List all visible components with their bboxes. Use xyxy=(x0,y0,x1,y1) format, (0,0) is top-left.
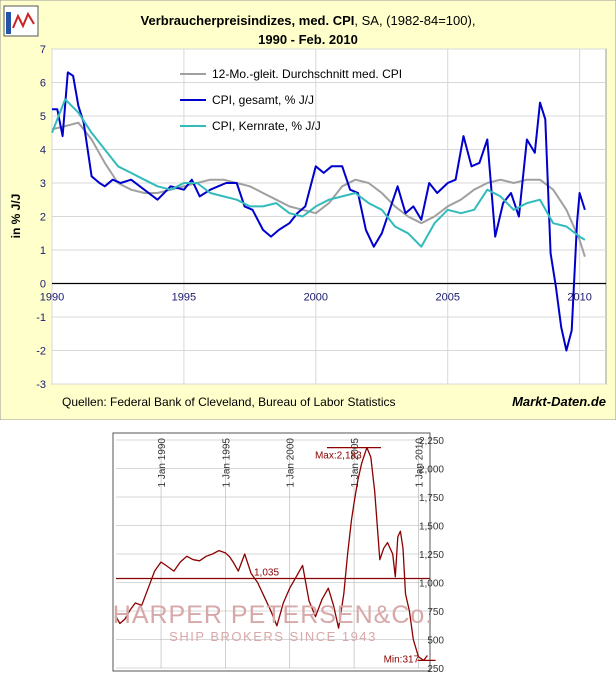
max-label: Max:2,183 xyxy=(315,451,362,462)
legend-label: CPI, Kernrate, % J/J xyxy=(212,119,321,133)
series-lines xyxy=(51,71,586,352)
logo-icon xyxy=(3,5,39,37)
x-tick-label: 1990 xyxy=(40,292,64,304)
brand-label: Markt-Daten.de xyxy=(512,394,606,409)
reference-line-label: 1,035 xyxy=(254,568,279,579)
y-tick-labels: 7 6 5 4 3 2 1 0 -1 -2 -3 xyxy=(36,44,46,391)
y-tick-label: 0 xyxy=(40,279,46,291)
y-tick-label: 3 xyxy=(40,178,46,190)
y-axis-label: in % J/J xyxy=(9,194,23,239)
y-tick-label: -3 xyxy=(36,379,46,391)
watermark-company: HARPER PETERSEN&Co. xyxy=(113,601,433,629)
y-tick-label: 1,000 xyxy=(419,579,444,590)
y-tick-label: -1 xyxy=(36,312,46,324)
y-tick-label: 5 xyxy=(40,111,46,123)
y-tick-label: 1,250 xyxy=(419,550,444,561)
y-tick-label: 6 xyxy=(40,78,46,90)
y-tick-label: 750 xyxy=(427,607,444,618)
chart-title-suffix: , SA, (1982-84=100), xyxy=(354,13,475,28)
y-tick-label: -2 xyxy=(36,346,46,358)
y-tick-label: 1 xyxy=(40,245,46,257)
y-tick-label: 7 xyxy=(40,44,46,56)
x-tick-label: 1 Jan 1995 xyxy=(221,438,232,488)
y-tick-label: 500 xyxy=(427,636,444,647)
y-tick-label: 1,500 xyxy=(419,522,444,533)
y-tick-label: 2 xyxy=(40,212,46,224)
x-tick-label: 2000 xyxy=(304,292,328,304)
series-lines xyxy=(115,446,428,662)
y-tick-label: 1,750 xyxy=(419,493,444,504)
x-tick-labels: 1990 1995 2000 2005 2010 xyxy=(40,292,592,304)
y-tick-label: 2,000 xyxy=(419,465,444,476)
source-note: Quellen: Federal Bank of Cleveland, Bure… xyxy=(62,395,396,409)
shipping-index-chart: 1 Jan 1990 1 Jan 1995 1 Jan 2000 1 Jan 2005… xyxy=(108,428,448,676)
x-tick-label: 2010 xyxy=(567,292,591,304)
series-line-median-avg xyxy=(51,121,586,258)
chart2-frame xyxy=(112,432,431,672)
watermark-tagline: SHIP BROKERS SINCE 1943 xyxy=(169,629,377,644)
legend: 12-Mo.-gleit. Durchschnitt med. CPI CPI, … xyxy=(180,67,402,133)
series-line-cpi-core xyxy=(51,98,586,248)
legend-label: CPI, gesamt, % J/J xyxy=(212,93,314,107)
y-tick-label: 2,250 xyxy=(419,436,444,447)
x-tick-label: 1 Jan 2010 xyxy=(414,438,425,488)
cpi-chart: Verbraucherpreisindizes, med. CPI, SA, (… xyxy=(0,0,616,420)
y-tick-label: 250 xyxy=(427,664,444,675)
x-tick-label: 1995 xyxy=(172,292,196,304)
legend-label: 12-Mo.-gleit. Durchschnitt med. CPI xyxy=(212,67,402,81)
y-tick-label: 4 xyxy=(40,145,46,157)
x-tick-label: 2005 xyxy=(435,292,459,304)
chart-title-row: Verbraucherpreisindizes, med. CPI, SA, (… xyxy=(141,13,476,28)
reference-line: 1,035 xyxy=(116,568,430,580)
x-tick-labels: 1 Jan 1990 1 Jan 1995 1 Jan 2000 1 Jan 2005… xyxy=(157,438,425,488)
series-line-index xyxy=(115,446,428,662)
min-label: Min:317 xyxy=(384,654,420,665)
series-line-cpi-total xyxy=(52,71,586,352)
x-tick-label: 1 Jan 1990 xyxy=(157,438,168,488)
chart-title: Verbraucherpreisindizes, med. CPI xyxy=(141,13,355,28)
annotations: Max:2,183 Min:317 xyxy=(315,447,436,665)
x-tick-label: 1 Jan 2005 xyxy=(350,438,361,488)
chart-subtitle: 1990 - Feb. 2010 xyxy=(258,32,358,47)
y-tick-labels: 2,250 2,000 1,750 1,500 1,250 1,000 750 500 250 xyxy=(419,436,444,675)
x-tick-label: 1 Jan 2000 xyxy=(286,438,297,488)
